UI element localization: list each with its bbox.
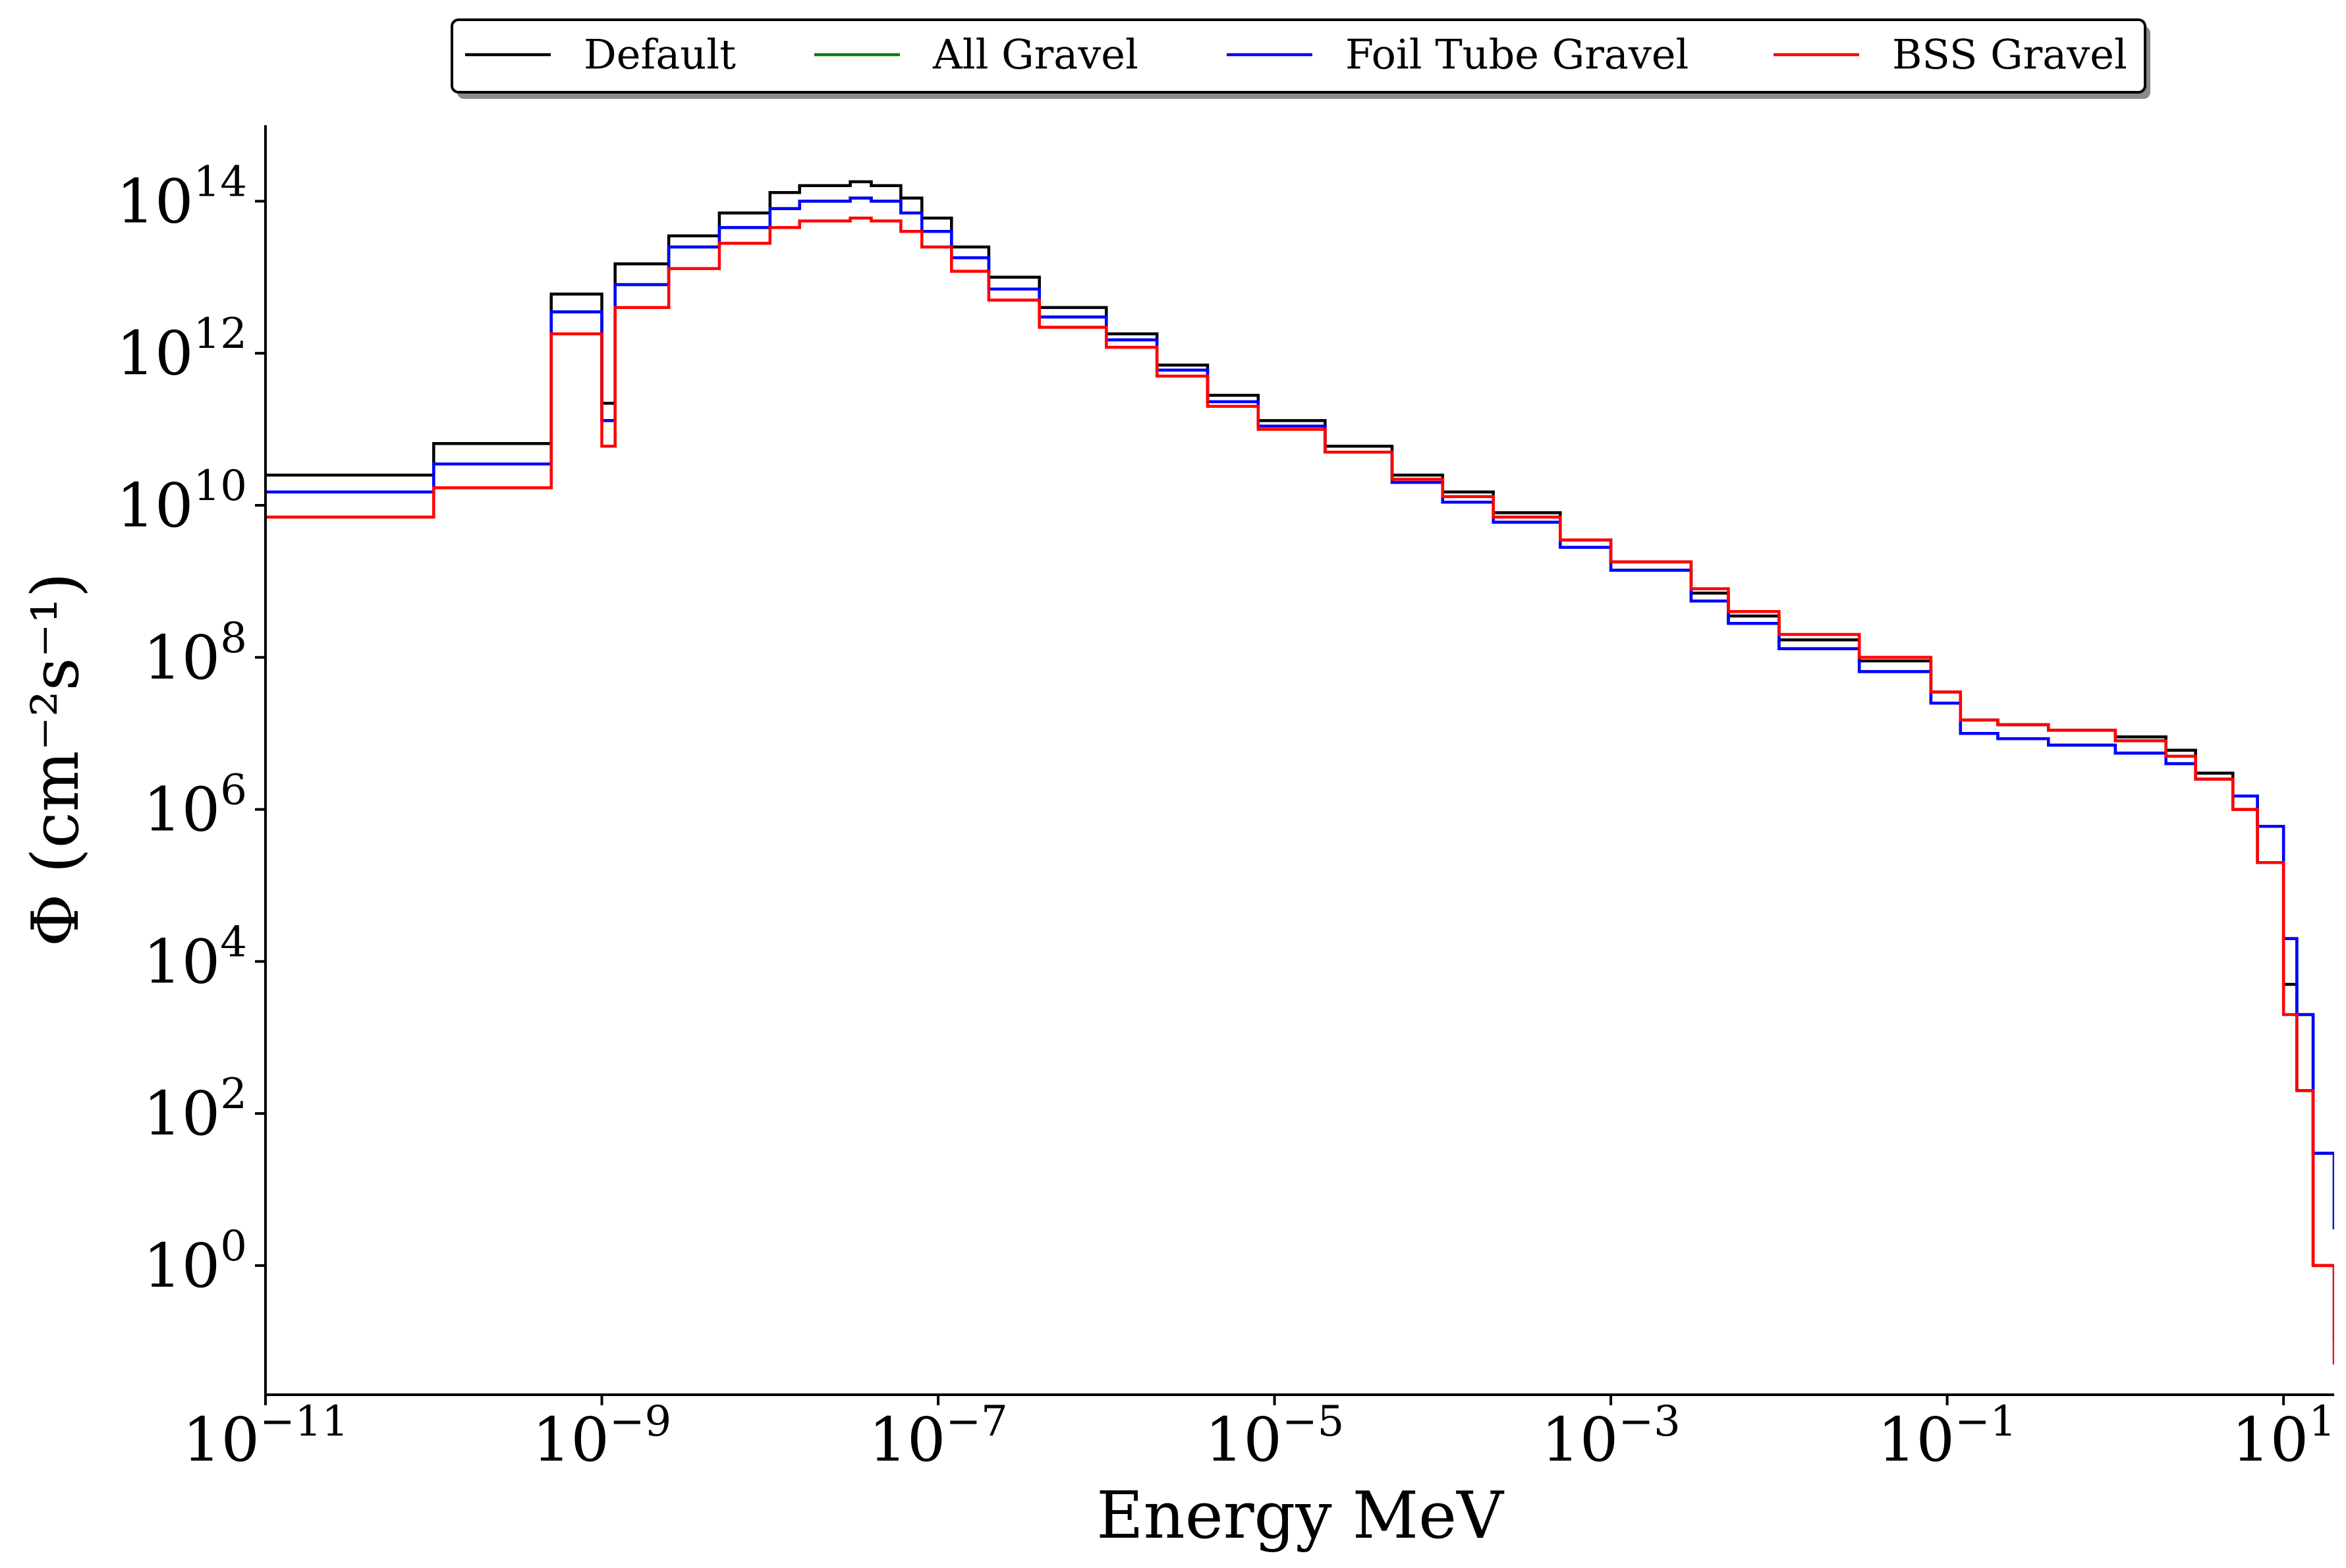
legend-label-foil-tube-gravel: Foil Tube Gravel <box>1345 30 1689 78</box>
x-tick-label: 10−7 <box>868 1397 1007 1475</box>
x-tick-label: 10−9 <box>532 1397 671 1475</box>
legend-label-default: Default <box>584 30 736 78</box>
y-tick-label: 106 <box>143 766 247 845</box>
series-line-default <box>265 180 2334 1342</box>
y-tick-label: 108 <box>143 614 247 693</box>
y-axis-label: Φ (cm⁻²s⁻¹) <box>18 573 94 947</box>
y-tick-label: 104 <box>143 918 247 997</box>
x-tick-label: 10−3 <box>1541 1397 1680 1475</box>
y-tick-label: 1014 <box>116 157 247 237</box>
series-layer <box>265 180 2334 1365</box>
y-tick-label: 102 <box>143 1070 247 1149</box>
legend-label-all-gravel: All Gravel <box>932 30 1138 78</box>
y-ticks: 100 102 104 106 108 1010 1012 1014 <box>116 157 265 1301</box>
y-tick-label: 1010 <box>116 462 247 541</box>
y-tick-label: 100 <box>143 1222 247 1301</box>
series-line-bss-gravel <box>265 216 2334 1365</box>
series-line-foil-tube-gravel <box>265 196 2334 1229</box>
x-tick-label: 10−5 <box>1205 1397 1344 1475</box>
series-line-all-gravel <box>265 196 2334 1229</box>
axes <box>264 125 2334 1396</box>
legend-label-bss-gravel: BSS Gravel <box>1892 30 2127 78</box>
x-tick-label: 10−1 <box>1878 1397 2017 1475</box>
legend: Default All Gravel Foil Tube Gravel BSS Gra… <box>451 18 2150 99</box>
x-tick-label: 10−11 <box>182 1397 349 1475</box>
x-ticks: 10−11 10−9 10−7 10−5 10−3 10−1 101 <box>182 1395 2335 1475</box>
y-tick-label: 1012 <box>116 310 247 389</box>
x-axis-label: Energy MeV <box>1096 1478 1505 1554</box>
x-tick-label: 101 <box>2231 1397 2335 1475</box>
